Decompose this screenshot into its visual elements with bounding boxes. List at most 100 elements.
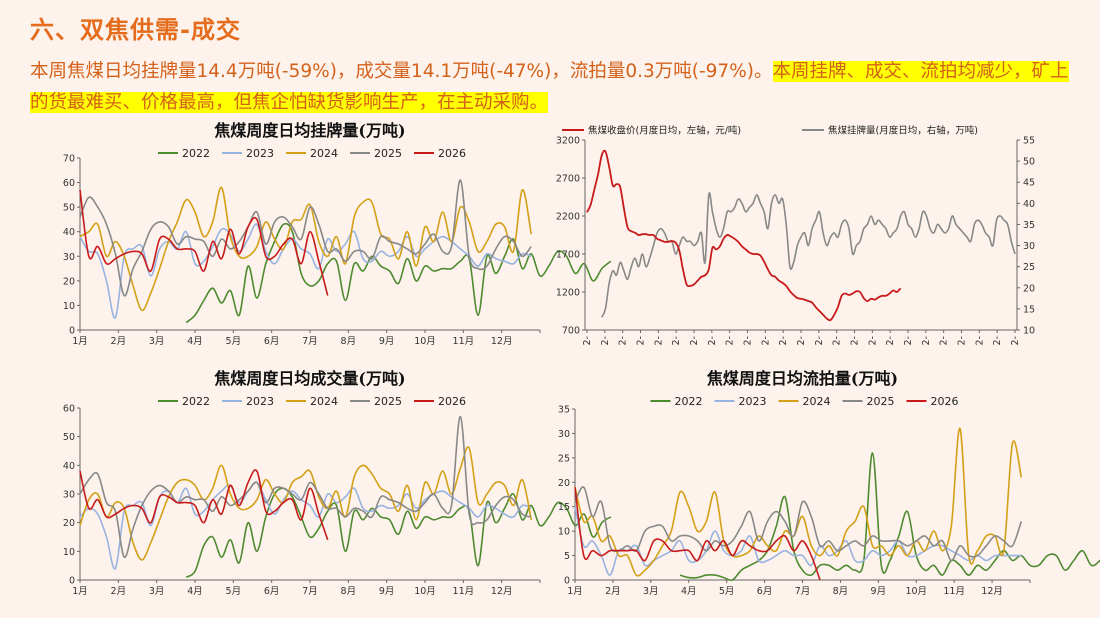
x-tick-label: 2- [903, 336, 914, 345]
y-tick-label: 40 [63, 227, 75, 238]
x-tick-label: 2- [992, 336, 1003, 345]
x-tick-label: 8月 [833, 586, 849, 597]
series-line-2026 [79, 469, 329, 541]
legend-label-2022: 2022 [675, 395, 703, 408]
y-left-tick-label: 2700 [556, 174, 580, 185]
legend-label-2025: 2025 [374, 147, 402, 160]
x-tick-label: 9月 [871, 586, 887, 597]
x-tick-label: 3月 [149, 336, 165, 347]
x-tick-label: 2- [600, 336, 611, 345]
series-line-2024 [79, 446, 532, 561]
series-line-2026 [574, 487, 821, 581]
x-tick-label: 2月 [605, 586, 621, 597]
y-tick-label: 25 [558, 453, 570, 464]
series-line-2023 [574, 506, 1022, 576]
y-right-tick-label: 35 [1023, 220, 1035, 231]
legend-label-2023: 2023 [246, 395, 274, 408]
legend-label-2023: 2023 [739, 395, 767, 408]
x-tick-label: 1月 [72, 336, 88, 347]
x-tick-label: 2- [796, 336, 807, 345]
series-line-2022 [679, 452, 1100, 582]
price-vs-listing-chart: 焦煤收盘价(月度日均，左轴，元/吨) 焦煤挂牌量(月度日均，右轴，万吨) 700 12… [556, 125, 1035, 346]
x-tick-label: 2- [867, 336, 878, 345]
y-right-tick-label: 30 [1023, 241, 1035, 252]
transaction-volume-chart: 焦煤周度日均成交量(万吨)2022 2023 2024 2025 20260102030… [63, 369, 612, 597]
chart-title: 焦煤周度日均挂牌量(万吨) [213, 121, 405, 140]
series-line-2024 [574, 427, 1023, 577]
x-tick-label: 5月 [226, 336, 242, 347]
x-tick-label: 6月 [264, 586, 280, 597]
legend-label-2024: 2024 [803, 395, 831, 408]
y-tick-label: 10 [558, 527, 570, 538]
x-tick-label: 2- [760, 336, 771, 345]
x-tick-label: 2- [921, 336, 932, 345]
failed-auction-chart: 焦煤周度日均流拍量(万吨)2022 2023 2024 2025 20260510152… [558, 369, 1100, 597]
x-tick-label: 2- [885, 336, 896, 345]
x-tick-label: 6月 [757, 586, 773, 597]
x-tick-label: 3月 [643, 586, 659, 597]
x-tick-label: 2- [778, 336, 789, 345]
y-right-tick-label: 40 [1023, 199, 1035, 210]
x-tick-label: 8月 [341, 336, 357, 347]
y-right-tick-label: 15 [1023, 304, 1035, 315]
legend-label-2024: 2024 [310, 147, 338, 160]
legend-label-2025: 2025 [374, 395, 402, 408]
series-line-2022 [185, 487, 612, 578]
x-tick-label: 4月 [187, 336, 203, 347]
y-left-tick-label: 2200 [556, 212, 580, 223]
y-left-tick-label: 3200 [556, 136, 580, 147]
series-line-listing [601, 192, 1016, 318]
y-tick-label: 30 [63, 252, 75, 263]
x-tick-label: 6月 [264, 336, 280, 347]
y-tick-label: 20 [558, 478, 570, 489]
y-left-tick-label: 1200 [556, 288, 580, 299]
x-tick-label: 10月 [905, 586, 927, 597]
y-right-tick-label: 50 [1023, 157, 1035, 168]
y-tick-label: 60 [63, 178, 75, 189]
summary-plain: 本周焦煤日均挂牌量14.4万吨(-59%)，成交量14.1万吨(-47%)，流拍… [30, 61, 773, 82]
y-right-tick-label: 20 [1023, 283, 1035, 294]
y-tick-label: 20 [63, 518, 75, 529]
x-tick-label: 12月 [981, 586, 1003, 597]
y-tick-label: 30 [558, 429, 570, 440]
x-tick-label: 2月 [111, 586, 127, 597]
legend-label-2026: 2026 [931, 395, 959, 408]
y-left-tick-label: 700 [562, 326, 580, 337]
legend-label-2022: 2022 [182, 395, 210, 408]
series-line-2024 [79, 186, 532, 312]
x-tick-label: 1月 [72, 586, 88, 597]
y-tick-label: 10 [63, 301, 75, 312]
x-tick-label: 10月 [414, 586, 436, 597]
y-tick-label: 35 [558, 405, 570, 416]
x-tick-label: 3月 [149, 586, 165, 597]
x-tick-label: 2- [618, 336, 629, 345]
x-tick-label: 2- [689, 336, 700, 345]
x-tick-label: 2- [974, 336, 985, 345]
legend-label-2025: 2025 [867, 395, 895, 408]
x-tick-label: 2- [850, 336, 861, 345]
y-tick-label: 0 [69, 576, 75, 587]
x-tick-label: 2- [653, 336, 664, 345]
y-tick-label: 20 [63, 276, 75, 287]
x-tick-label: 11月 [943, 586, 965, 597]
y-tick-label: 0 [69, 326, 75, 337]
summary-text: 本周焦煤日均挂牌量14.4万吨(-59%)，成交量14.1万吨(-47%)，流拍… [30, 56, 1075, 118]
x-tick-label: 2- [957, 336, 968, 345]
y-tick-label: 10 [63, 547, 75, 558]
y-tick-label: 70 [63, 154, 75, 165]
x-tick-label: 5月 [719, 586, 735, 597]
x-tick-label: 9月 [379, 336, 395, 347]
x-tick-label: 11月 [453, 586, 475, 597]
page-title: 六、双焦供需-成交 [30, 16, 241, 44]
y-right-tick-label: 25 [1023, 262, 1035, 273]
series-line-2022 [185, 222, 612, 324]
x-tick-label: 7月 [795, 586, 811, 597]
y-tick-label: 5 [564, 551, 570, 562]
legend-label-2022: 2022 [182, 147, 210, 160]
x-tick-label: 2- [636, 336, 647, 345]
x-tick-label: 12月 [491, 586, 513, 597]
x-tick-label: 11月 [453, 336, 475, 347]
legend-label-price: 焦煤收盘价(月度日均，左轴，元/吨) [588, 125, 741, 137]
x-tick-label: 1月 [567, 586, 583, 597]
x-tick-label: 2- [1010, 336, 1021, 345]
